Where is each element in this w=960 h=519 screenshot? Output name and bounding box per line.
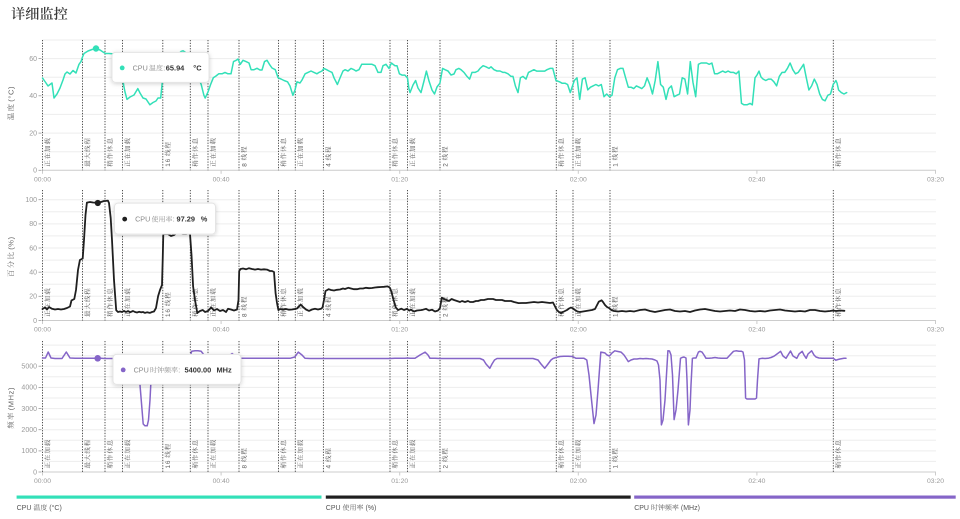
svg-text:4: 4 — [326, 163, 333, 167]
svg-text:60: 60 — [29, 245, 37, 252]
svg-text:03:20: 03:20 — [927, 176, 944, 183]
svg-text:(°C): (°C) — [7, 86, 16, 102]
svg-text:00:00: 00:00 — [34, 478, 51, 485]
svg-text::: : — [173, 217, 175, 224]
svg-text:01:20: 01:20 — [391, 327, 408, 334]
svg-text:00:00: 00:00 — [34, 176, 51, 183]
svg-text:CPU: CPU — [634, 505, 649, 512]
svg-text:02:40: 02:40 — [748, 176, 765, 183]
svg-text:CPU: CPU — [326, 505, 341, 512]
svg-text:8: 8 — [241, 163, 248, 167]
svg-text:5000: 5000 — [21, 364, 37, 371]
svg-text:%: % — [201, 215, 208, 224]
svg-text:2: 2 — [442, 163, 449, 167]
svg-text:2: 2 — [442, 465, 449, 469]
svg-text:02:00: 02:00 — [570, 478, 587, 485]
svg-text::: : — [163, 66, 165, 73]
svg-text:40: 40 — [29, 93, 37, 100]
svg-text:(%): (%) — [7, 236, 16, 249]
svg-text:01:20: 01:20 — [391, 478, 408, 485]
svg-text:MHz: MHz — [217, 366, 232, 375]
svg-text:0: 0 — [33, 318, 37, 325]
svg-text:4: 4 — [326, 313, 333, 317]
svg-text:1000: 1000 — [21, 448, 37, 455]
svg-text:00:40: 00:40 — [213, 478, 230, 485]
svg-text:6: 6 — [165, 309, 172, 313]
svg-text:1: 1 — [612, 465, 619, 469]
svg-text:97.29: 97.29 — [177, 215, 196, 224]
svg-text:00:40: 00:40 — [213, 327, 230, 334]
svg-text:02:40: 02:40 — [748, 327, 765, 334]
svg-text:00:40: 00:40 — [213, 176, 230, 183]
svg-text:(MHz): (MHz) — [7, 387, 16, 410]
svg-text:01:20: 01:20 — [391, 176, 408, 183]
svg-text:0: 0 — [33, 469, 37, 476]
svg-text:6: 6 — [165, 158, 172, 162]
svg-text:8: 8 — [241, 313, 248, 317]
svg-text::: : — [178, 368, 180, 375]
svg-text:(MHz): (MHz) — [681, 505, 700, 512]
svg-text:1: 1 — [612, 313, 619, 317]
svg-text:6: 6 — [165, 460, 172, 464]
svg-text:3000: 3000 — [21, 406, 37, 413]
svg-text:02:00: 02:00 — [570, 176, 587, 183]
svg-text:2000: 2000 — [21, 427, 37, 434]
svg-text:02:40: 02:40 — [748, 478, 765, 485]
svg-text:CPU: CPU — [134, 366, 149, 375]
svg-text:20: 20 — [29, 294, 37, 301]
svg-text:03:20: 03:20 — [927, 327, 944, 334]
svg-text:100: 100 — [25, 197, 37, 204]
svg-text:1: 1 — [165, 313, 172, 317]
svg-text:20: 20 — [29, 130, 37, 137]
svg-text:80: 80 — [29, 221, 37, 228]
svg-text:1: 1 — [612, 163, 619, 167]
svg-text:02:00: 02:00 — [570, 327, 587, 334]
svg-text:°C: °C — [193, 64, 202, 73]
svg-text:60: 60 — [29, 56, 37, 63]
svg-text:4: 4 — [326, 465, 333, 469]
svg-text:40: 40 — [29, 270, 37, 277]
svg-text:65.94: 65.94 — [166, 64, 185, 73]
svg-text:00:00: 00:00 — [34, 327, 51, 334]
svg-text:8: 8 — [241, 465, 248, 469]
svg-text:1: 1 — [165, 163, 172, 167]
svg-text:1: 1 — [165, 465, 172, 469]
svg-text:(%): (%) — [366, 505, 377, 512]
svg-text:03:20: 03:20 — [927, 478, 944, 485]
svg-text:2: 2 — [442, 313, 449, 317]
svg-text:4000: 4000 — [21, 385, 37, 392]
svg-text:0: 0 — [33, 168, 37, 175]
svg-text:CPU: CPU — [17, 505, 32, 512]
svg-text:CPU: CPU — [135, 215, 150, 224]
svg-text:5400.00: 5400.00 — [185, 366, 212, 375]
svg-text:(°C): (°C) — [49, 504, 62, 512]
svg-text:CPU: CPU — [133, 64, 148, 73]
